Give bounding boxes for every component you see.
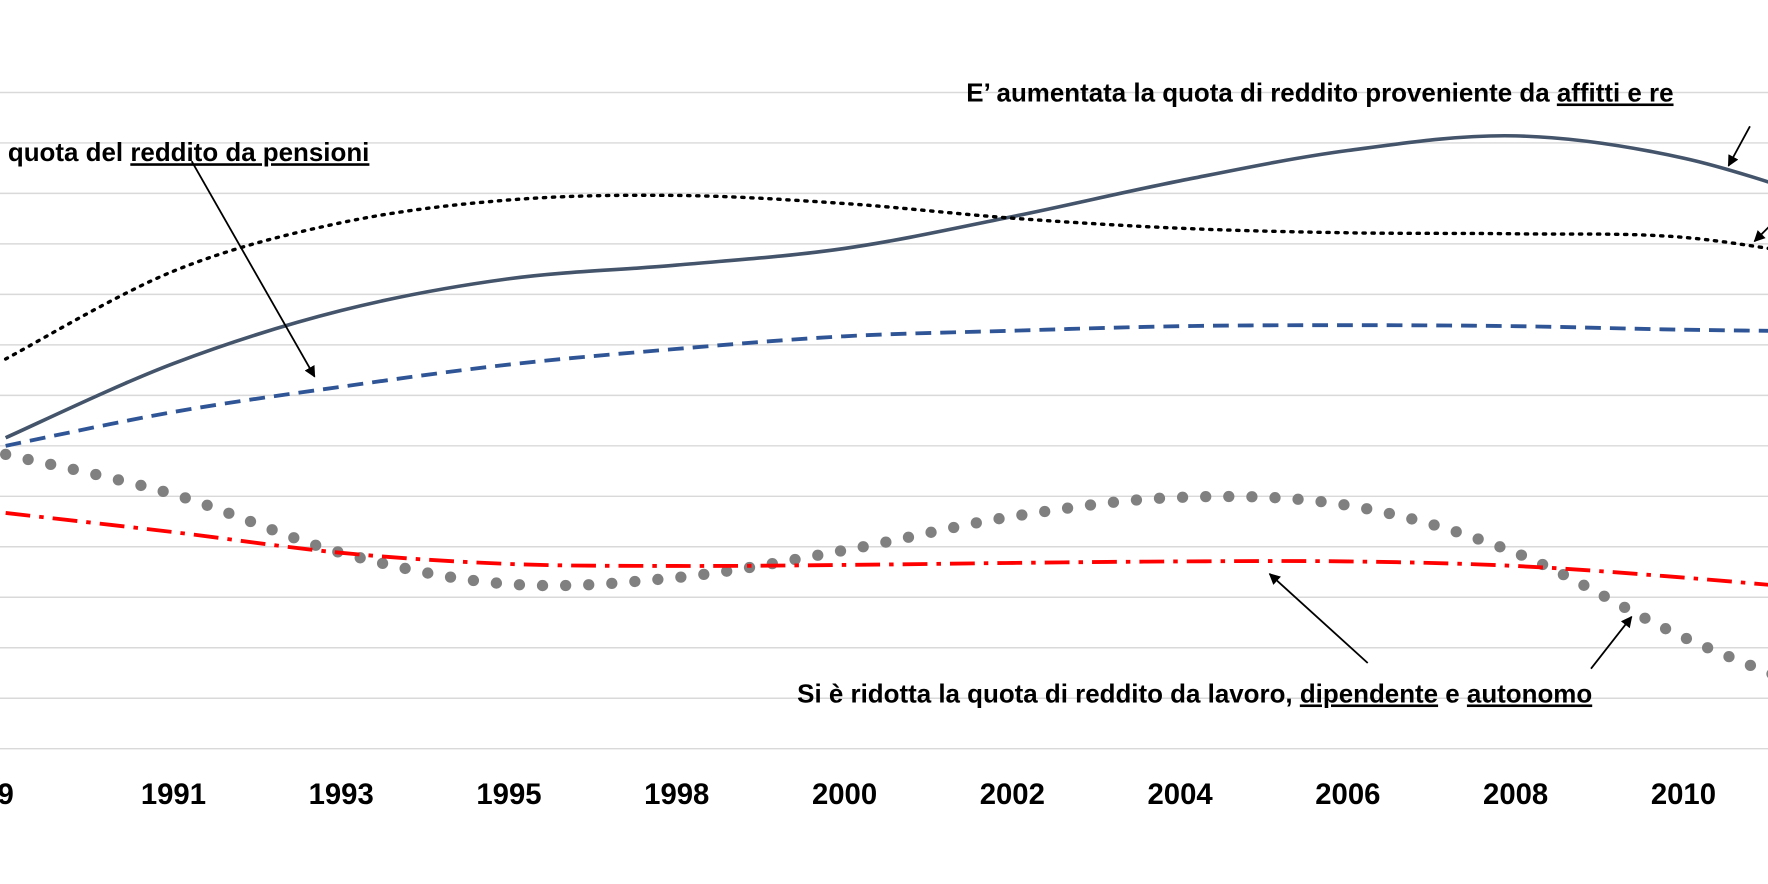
grid bbox=[0, 91, 1768, 750]
x-tick-label: 9 bbox=[0, 778, 14, 811]
annotation-part: quota del bbox=[8, 139, 130, 167]
arrow bbox=[190, 160, 316, 378]
x-ticks: 9 1991 1993 1995 1998 2000 2002 2004 2006 2008 201… bbox=[0, 778, 1716, 811]
series-line bbox=[3, 193, 1768, 361]
x-tick-label: 1995 bbox=[476, 778, 541, 811]
annotation: Si è ridotta la quota di reddito da lavo… bbox=[797, 680, 1592, 708]
annotation-part: autonomo bbox=[1467, 680, 1592, 708]
arrow bbox=[1753, 226, 1768, 243]
arrow bbox=[1727, 125, 1751, 167]
x-tick-label: 2002 bbox=[980, 778, 1045, 811]
x-tick-label: 1993 bbox=[309, 778, 374, 811]
x-tick-label: 2006 bbox=[1315, 778, 1380, 811]
x-tick-label: 2004 bbox=[1148, 778, 1214, 811]
annotation-part: dipendente bbox=[1300, 680, 1438, 708]
series-line bbox=[5, 511, 1768, 587]
x-tick-label: 1991 bbox=[141, 778, 206, 811]
series-line bbox=[0, 448, 1768, 679]
annotation: E’ aumentata la quota di reddito proveni… bbox=[966, 79, 1673, 107]
arrow bbox=[1268, 573, 1369, 664]
annotation-part: Si è ridotta la quota di reddito da lavo… bbox=[797, 680, 1300, 708]
arrow bbox=[1590, 615, 1633, 670]
annotation-part: e bbox=[1438, 680, 1467, 708]
series-line bbox=[4, 133, 1768, 440]
x-tick-label: 2010 bbox=[1651, 778, 1716, 811]
arrows bbox=[190, 125, 1768, 670]
annotation: quota del reddito da pensioni bbox=[8, 139, 370, 167]
x-tick-label: 2000 bbox=[812, 778, 877, 811]
lines bbox=[0, 133, 1768, 679]
annotation-part: E’ aumentata la quota di reddito proveni… bbox=[966, 79, 1557, 107]
annotations: E’ aumentata la quota di reddito proveni… bbox=[8, 79, 1674, 708]
x-tick-label: 2008 bbox=[1483, 778, 1548, 811]
annotation-part: affitti e re bbox=[1557, 79, 1674, 107]
series-line bbox=[5, 323, 1768, 448]
annotation-part: reddito da pensioni bbox=[130, 139, 369, 167]
x-tick-label: 1998 bbox=[644, 778, 709, 811]
